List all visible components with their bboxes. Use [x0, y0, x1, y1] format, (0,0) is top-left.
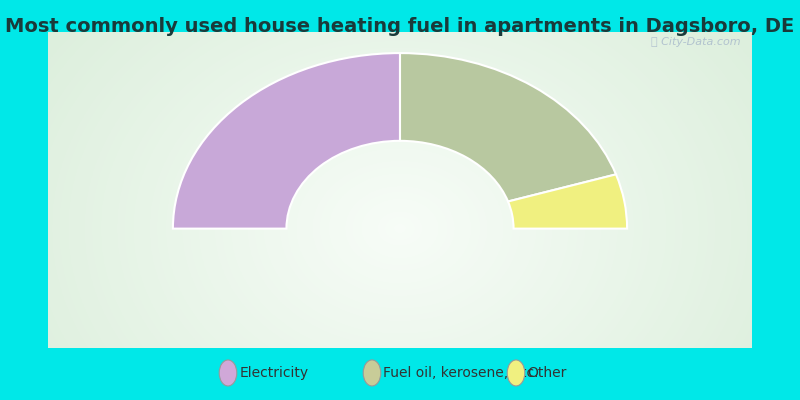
- Ellipse shape: [363, 360, 381, 386]
- Wedge shape: [508, 174, 627, 229]
- Text: Electricity: Electricity: [239, 366, 308, 380]
- Text: ⓘ City-Data.com: ⓘ City-Data.com: [651, 37, 741, 47]
- Ellipse shape: [507, 360, 525, 386]
- Text: Fuel oil, kerosene, etc.: Fuel oil, kerosene, etc.: [383, 366, 538, 380]
- Ellipse shape: [219, 360, 237, 386]
- Wedge shape: [173, 53, 400, 229]
- Text: Most commonly used house heating fuel in apartments in Dagsboro, DE: Most commonly used house heating fuel in…: [6, 16, 794, 36]
- Text: Other: Other: [527, 366, 566, 380]
- Wedge shape: [400, 53, 616, 202]
